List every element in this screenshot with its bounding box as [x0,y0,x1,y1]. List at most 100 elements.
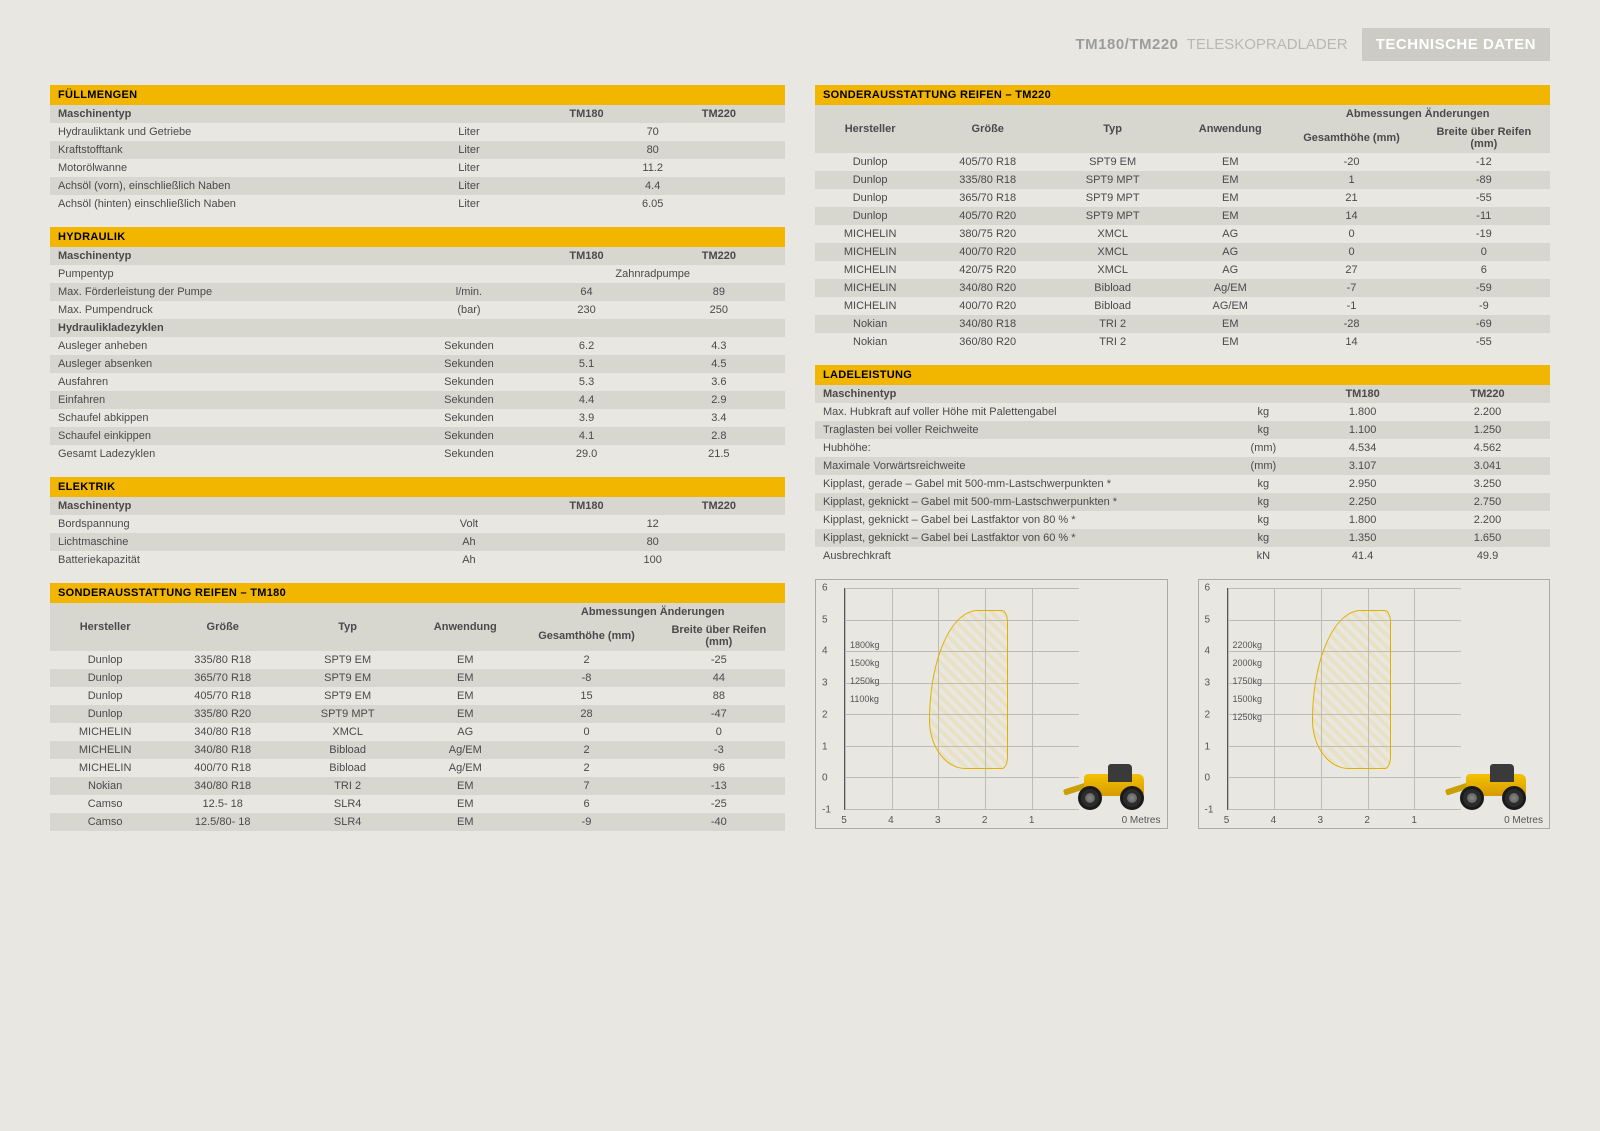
row-unit: kN [1227,547,1301,565]
row-unit: Liter [418,177,521,195]
table-row: MICHELIN400/70 R20XMCLAG00 [815,243,1550,261]
tyre-manufacturer: MICHELIN [815,279,925,297]
tyre-width: 0 [653,723,785,741]
tyre-manufacturer: Dunlop [50,669,160,687]
tyre-size: 365/70 R18 [925,189,1050,207]
row-tm220: 3.250 [1425,475,1550,493]
row-unit: (mm) [1227,457,1301,475]
load-chart-tm220: 0 Metres -10123456543212200kg2000kg1750k… [1198,579,1551,829]
tyre-size: 335/80 R18 [160,651,285,669]
row-tm220: 2.200 [1425,511,1550,529]
row-tm180: 4.1 [520,427,652,445]
row-tm180: 64 [520,283,652,301]
row-name: Kipplast, gerade – Gabel mit 500-mm-Last… [815,475,1227,493]
table-row: Schaufel einkippenSekunden4.12.8 [50,427,785,445]
table-row: KraftstofftankLiter80 [50,141,785,159]
row-tm180: 230 [520,301,652,319]
tyre-width: -55 [1418,189,1550,207]
table-row: Max. Förderleistung der Pumpel/min.6489 [50,283,785,301]
tyre-size: 400/70 R20 [925,243,1050,261]
row-name: Batteriekapazität [50,551,418,569]
machine-icon [1448,755,1543,810]
table-row: MICHELIN380/75 R20XMCLAG0-19 [815,225,1550,243]
tyre-application: AG [410,723,520,741]
tyre-size: 12.5- 18 [160,795,285,813]
row-value: 11.2 [520,159,785,177]
tyre-height: 1 [1285,171,1417,189]
section-title: SONDERAUSSTATTUNG REIFEN – TM220 [815,85,1550,105]
tyre-height: 2 [520,759,652,777]
tyre-manufacturer: Camso [50,813,160,831]
table-fuellmengen: Maschinentyp TM180 TM220 Hydrauliktank u… [50,105,785,213]
tyre-width: -11 [1418,207,1550,225]
tyre-type: TRI 2 [1050,333,1175,351]
tyre-application: Ag/EM [410,759,520,777]
table-row: EinfahrenSekunden4.42.9 [50,391,785,409]
table-row: Camso12.5/80- 18SLR4EM-9-40 [50,813,785,831]
col-tm180: TM180 [520,105,652,123]
row-name: Max. Förderleistung der Pumpe [50,283,418,301]
tyre-size: 340/80 R18 [160,723,285,741]
row-tm220: 250 [653,301,785,319]
table-row: Dunlop365/70 R18SPT9 MPTEM21-55 [815,189,1550,207]
row-tm180: 2.250 [1300,493,1425,511]
row-tm180: 1.350 [1300,529,1425,547]
table-row: Dunlop335/80 R18SPT9 EMEM2-25 [50,651,785,669]
tyre-manufacturer: Nokian [815,315,925,333]
table-row: Kipplast, gerade – Gabel mit 500-mm-Last… [815,475,1550,493]
row-tm220: 3.041 [1425,457,1550,475]
table-row: AusbrechkraftkN41.449.9 [815,547,1550,565]
row-tm220: 4.5 [653,355,785,373]
table-row: Nokian340/80 R18TRI 2EM7-13 [50,777,785,795]
tyre-type: SPT9 MPT [1050,189,1175,207]
row-unit: Ah [418,551,521,569]
tyre-height: -28 [1285,315,1417,333]
row-tm220: 4.562 [1425,439,1550,457]
tyre-height: 27 [1285,261,1417,279]
table-reifen-tm180: Hersteller Größe Typ Anwendung Abmessung… [50,603,785,831]
row-unit: Volt [418,515,521,533]
tyre-application: EM [1175,153,1285,171]
tyre-width: -69 [1418,315,1550,333]
col-machinetype: Maschinentyp [50,105,418,123]
row-name: Ausleger absenken [50,355,418,373]
row-unit: Sekunden [418,427,521,445]
tyre-height: -1 [1285,297,1417,315]
tyre-manufacturer: MICHELIN [50,741,160,759]
row-name: Motorölwanne [50,159,418,177]
row-unit: kg [1227,493,1301,511]
table-row: Traglasten bei voller Reichweitekg1.1001… [815,421,1550,439]
row-name: Kraftstofftank [50,141,418,159]
tyre-manufacturer: Dunlop [815,189,925,207]
tyre-width: 44 [653,669,785,687]
tyre-type: SPT9 EM [285,651,410,669]
tyre-type: SPT9 MPT [1050,207,1175,225]
row-unit: Sekunden [418,445,521,463]
row-tm220: 1.650 [1425,529,1550,547]
tyre-height: 7 [520,777,652,795]
row-name: Gesamt Ladezyklen [50,445,418,463]
tyre-type: SPT9 MPT [1050,171,1175,189]
tyre-height: 0 [520,723,652,741]
table-row: Achsöl (vorn), einschließlich NabenLiter… [50,177,785,195]
tyre-height: -20 [1285,153,1417,171]
row-tm220: 4.3 [653,337,785,355]
row-unit: Liter [418,141,521,159]
metres-label: 0 Metres [1122,815,1161,826]
tyre-size: 420/75 R20 [925,261,1050,279]
row-value: 6.05 [520,195,785,213]
tyre-size: 340/80 R18 [160,741,285,759]
tyre-width: -9 [1418,297,1550,315]
row-tm220: 49.9 [1425,547,1550,565]
tyre-manufacturer: Dunlop [815,207,925,225]
table-row: MICHELIN340/80 R18XMCLAG00 [50,723,785,741]
table-row: MICHELIN400/70 R18BibloadAg/EM296 [50,759,785,777]
table-row: Ausleger anhebenSekunden6.24.3 [50,337,785,355]
row-tm180: 6.2 [520,337,652,355]
row-name: Einfahren [50,391,418,409]
row-name: Traglasten bei voller Reichweite [815,421,1227,439]
section-title: HYDRAULIK [50,227,785,247]
page-header: TM180/TM220 TELESKOPRADLADER TECHNISCHE … [50,28,1550,61]
tyre-height: -9 [520,813,652,831]
row-tm180: 1.100 [1300,421,1425,439]
